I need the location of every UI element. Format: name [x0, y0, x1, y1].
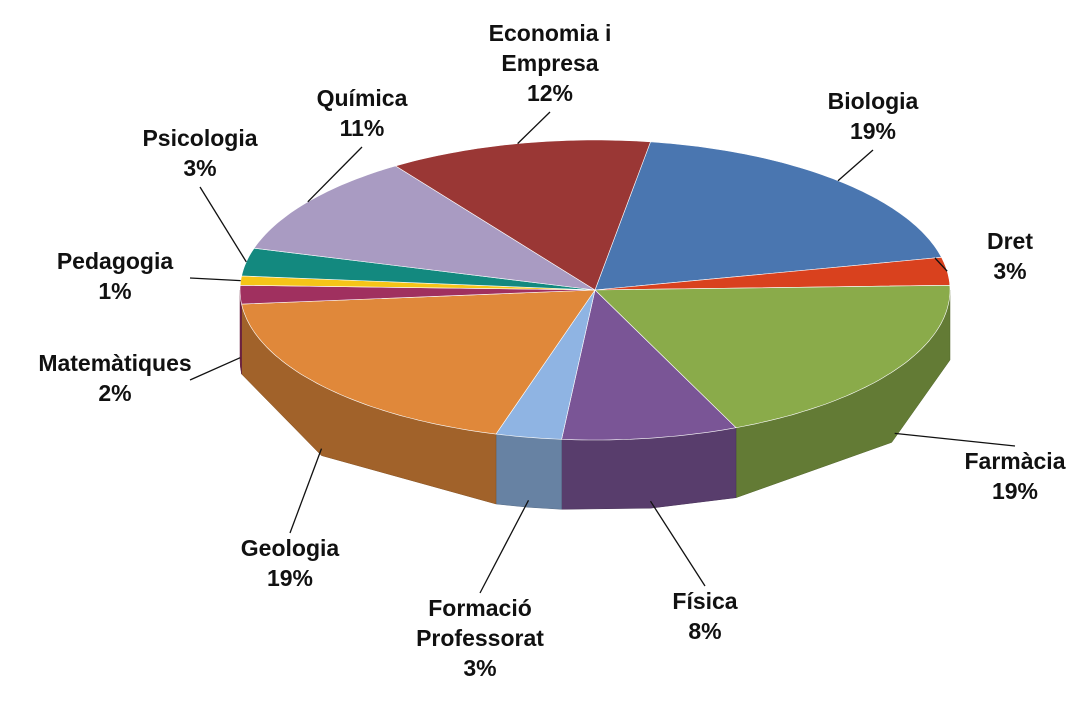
pie-slice: [241, 289, 596, 435]
pie-slice: [495, 289, 596, 440]
data-label: Biologia: [828, 88, 919, 114]
value-label: 11%: [340, 115, 385, 141]
data-label: Física: [672, 588, 737, 614]
leader-line: [649, 500, 706, 587]
leader-line: [837, 149, 874, 182]
value-label: 8%: [688, 618, 721, 644]
data-label: Psicologia: [142, 125, 257, 151]
leader-line: [307, 146, 363, 203]
leader-line: [894, 432, 1016, 447]
data-label: Química: [317, 85, 408, 111]
leader-line: [189, 277, 241, 282]
leader-line: [517, 111, 551, 145]
leader-line: [479, 499, 530, 594]
data-label: Pedagogia: [57, 248, 174, 274]
data-label: Formació Professorat: [416, 595, 544, 651]
leader-line: [289, 448, 323, 534]
value-label: 3%: [183, 155, 216, 181]
leader-line: [199, 186, 247, 263]
pie-slice: [594, 284, 951, 429]
value-label: 19%: [850, 118, 896, 144]
data-label: Economia i Empresa: [489, 20, 612, 76]
leader-line: [189, 357, 241, 381]
data-label: Matemàtiques: [38, 350, 191, 376]
data-label: Geologia: [241, 535, 340, 561]
value-label: 3%: [993, 258, 1026, 284]
pie-sides: [239, 289, 951, 510]
data-label: Dret: [987, 228, 1033, 254]
leader-line: [934, 257, 948, 272]
value-label: 12%: [527, 80, 573, 106]
value-label: 2%: [98, 380, 131, 406]
pie-slice: [561, 289, 737, 441]
value-label: 19%: [267, 565, 313, 591]
value-label: 1%: [98, 278, 131, 304]
pie-tops: [239, 139, 951, 441]
pie-slice: [239, 284, 596, 305]
data-label: Farmàcia: [964, 448, 1065, 474]
value-label: 3%: [463, 655, 496, 681]
pie-side: [495, 433, 562, 510]
value-label: 19%: [992, 478, 1038, 504]
